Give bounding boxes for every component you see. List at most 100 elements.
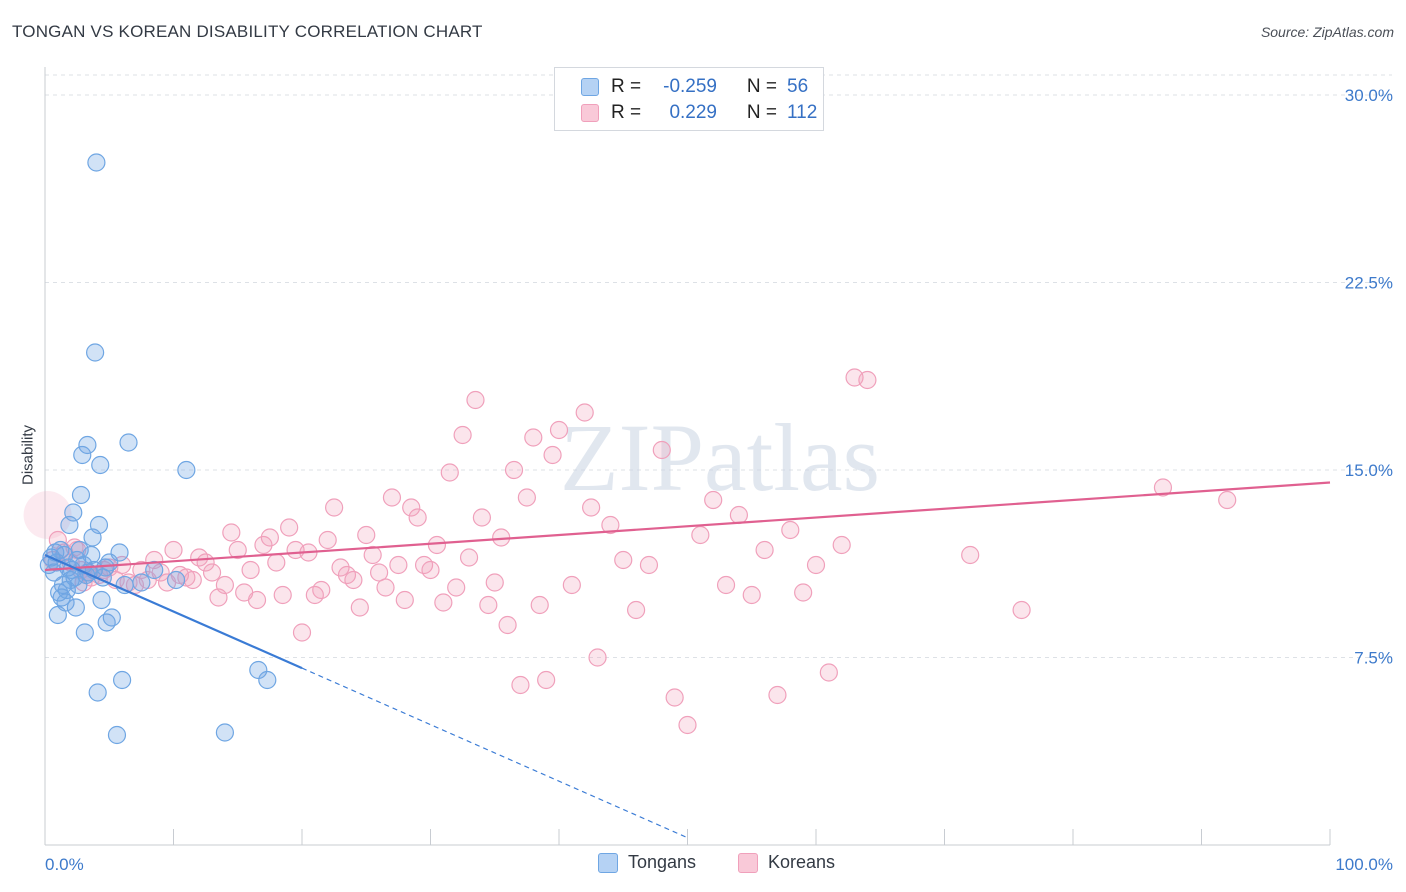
trend-lines (44, 481, 1331, 839)
legend-row-tongans: R = -0.259 N = 56 (581, 75, 808, 99)
korean-point (273, 585, 292, 605)
korean-point (202, 563, 222, 582)
korean-point (781, 520, 800, 540)
korean-point (498, 615, 517, 635)
tongan-point (177, 460, 196, 480)
korean-point (485, 573, 504, 592)
tongan-point (64, 503, 83, 522)
legend-item-koreans[interactable]: Koreans (738, 852, 835, 873)
korean-point (543, 445, 562, 465)
tongan-point (82, 545, 101, 565)
tongan-point (91, 455, 110, 475)
korean-point (794, 583, 813, 602)
series-legend: Tongans Koreans (0, 852, 1406, 878)
x-tick-label: 0.0% (45, 855, 84, 874)
korean-point (260, 528, 279, 547)
korean-point (517, 488, 536, 507)
korean-point (408, 508, 427, 527)
tongan-point (86, 343, 105, 362)
korean-point (389, 555, 408, 575)
korean-point (479, 595, 498, 615)
tongan-point (75, 623, 94, 642)
tongan-point (249, 660, 268, 680)
korean-point (530, 595, 549, 615)
tongan-trend-line (44, 553, 303, 670)
korean-point (395, 590, 414, 610)
tongan-point (119, 433, 138, 452)
korean-point (511, 675, 530, 695)
tongan-point (88, 683, 107, 702)
korean-point (132, 560, 151, 580)
korean-point (614, 550, 633, 570)
korean-point (504, 460, 524, 480)
koreans-legend-swatch (738, 852, 758, 873)
legend-n-label: N = (746, 76, 777, 97)
korean-point (639, 555, 659, 575)
tongan-point (92, 590, 111, 610)
tongan-point (110, 543, 129, 562)
korean-point (164, 540, 183, 560)
korean-point (819, 663, 838, 682)
korean-point (1012, 600, 1031, 620)
korean-point (459, 548, 479, 567)
korean-point (742, 585, 761, 605)
korean-point (1218, 490, 1237, 510)
korean-point (691, 525, 710, 545)
legend-n-value: 56 (787, 76, 809, 97)
tongan-point (87, 153, 106, 172)
korean-point (453, 425, 472, 445)
y-tick-label: 22.5% (1345, 274, 1393, 293)
korean-point (241, 560, 260, 580)
korean-point (729, 505, 749, 525)
korean-point (402, 498, 421, 517)
korean-point (652, 440, 671, 460)
tongan-point (97, 613, 116, 632)
korean-point (961, 545, 980, 565)
tongans-swatch (581, 78, 599, 96)
y-tick-label: 15.0% (1345, 461, 1393, 480)
korean-point (562, 575, 581, 595)
legend-item-tongans[interactable]: Tongans (598, 852, 696, 873)
korean-point (626, 600, 646, 620)
korean-point (858, 370, 877, 390)
tongan-point (70, 540, 89, 560)
korean-point (228, 540, 247, 560)
korean-point (704, 490, 723, 510)
korean-point (331, 558, 350, 577)
tongan-point (132, 573, 151, 592)
korean-point (768, 685, 787, 705)
tongan-point (78, 435, 97, 455)
korean-point (318, 530, 337, 550)
korean-point (421, 560, 440, 580)
tongan-point (89, 515, 109, 535)
korean-point (357, 525, 376, 545)
korean-point (588, 648, 607, 667)
legend-r-label: R = (611, 76, 642, 97)
tongan-point (69, 575, 88, 595)
tongan-point (112, 670, 132, 690)
koreans-legend-label: Koreans (768, 852, 836, 872)
korean-point (716, 575, 736, 595)
korean-points (23, 368, 1237, 735)
legend-row-koreans: R = 0.229 N = 112 (581, 101, 817, 125)
tongan-point (71, 485, 91, 505)
korean-point (363, 545, 382, 565)
korean-point (1153, 478, 1173, 497)
source-label: Source: ZipAtlas.com (1260, 24, 1394, 40)
tongan-point (258, 670, 277, 690)
x-tick-label: 100.0% (1335, 855, 1393, 874)
korean-cluster-point (23, 491, 72, 539)
korean-point (537, 670, 556, 690)
tongans-legend-label: Tongans (628, 852, 697, 872)
legend-r-value: 0.229 (669, 102, 717, 123)
korean-point (601, 515, 620, 535)
korean-point (247, 590, 267, 610)
korean-point (665, 688, 684, 707)
korean-point (254, 535, 273, 555)
korean-point (370, 563, 389, 582)
korean-point (755, 540, 774, 560)
korean-point (427, 535, 447, 555)
watermark: ZIPatlas (560, 404, 880, 511)
korean-point (524, 428, 543, 447)
